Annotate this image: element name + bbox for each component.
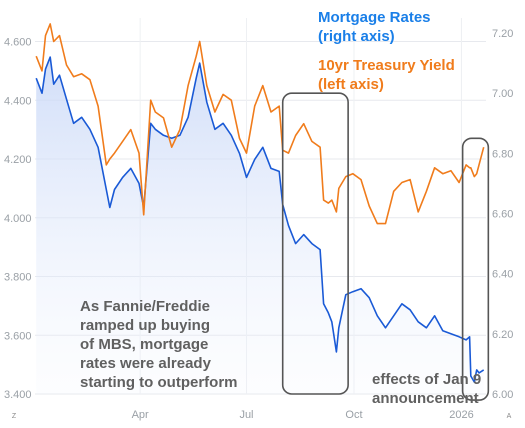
y-right-tick-5: 7.00 [492, 88, 513, 100]
annotation-jan9: effects of Jan 9 announcement [372, 371, 481, 407]
series-line-1 [35, 23, 485, 225]
y-right-tick-2: 6.40 [492, 269, 513, 281]
legend-treasury-yield: 10yr Treasury Yield (left axis) [318, 57, 455, 93]
highlight-boxes [281, 92, 490, 401]
y-left-tick-0: 3.400 [4, 389, 32, 401]
legend-mortgage-rates: Mortgage Rates (right axis) [318, 9, 431, 45]
corner-marks: Z A [12, 413, 512, 420]
y-left-tick-5: 4.400 [4, 95, 32, 107]
corner-mark-left: Z [12, 413, 17, 420]
y-left-tick-6: 4.600 [4, 37, 32, 49]
legend: Mortgage Rates (right axis) 10yr Treasury… [318, 9, 455, 93]
y-right-tick-0: 6.00 [492, 389, 513, 401]
x-tick-0: Apr [132, 409, 149, 421]
y-right-tick-3: 6.60 [492, 209, 513, 221]
series-line-0 [35, 56, 485, 383]
y-left-tick-1: 3.600 [4, 330, 32, 342]
box-fannie [281, 92, 349, 395]
y-right-tick-6: 7.20 [492, 28, 513, 40]
x-tick-2: Oct [345, 409, 362, 421]
corner-mark-right: A [507, 413, 512, 420]
tick-labels: 3.400 3.600 3.800 4.000 4.200 4.400 4.600 6.00 6… [4, 28, 513, 421]
annotations: As Fannie/Freddie ramped up buying of MBS,… [80, 298, 481, 407]
x-tick-3: 2026 [449, 409, 473, 421]
y-right-tick-4: 6.80 [492, 148, 513, 160]
y-right-tick-1: 6.20 [492, 329, 513, 341]
y-left-tick-2: 3.800 [4, 272, 32, 284]
line-layer [35, 23, 485, 383]
series-area-0 [36, 57, 484, 394]
x-tick-1: Jul [239, 409, 253, 421]
box-jan9 [461, 137, 490, 401]
y-left-tick-3: 4.000 [4, 213, 32, 225]
area-layer [36, 57, 484, 394]
annotation-fannie-freddie: As Fannie/Freddie ramped up buying of MBS,… [80, 298, 238, 391]
y-left-tick-4: 4.200 [4, 154, 32, 166]
